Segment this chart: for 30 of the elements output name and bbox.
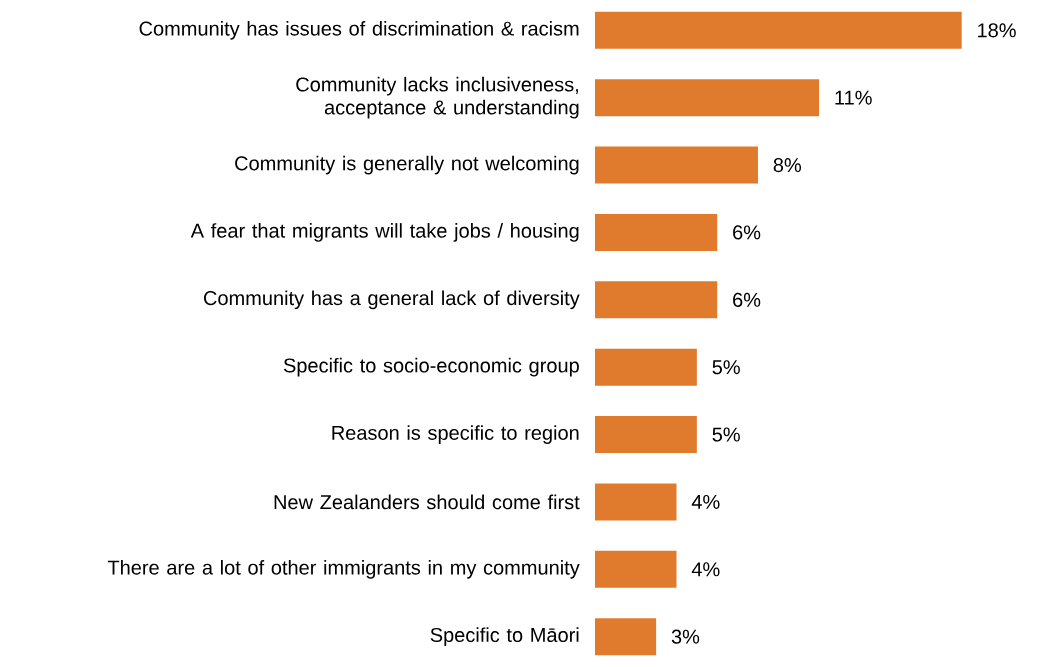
y-tick-label: Specific to socio-economic group [283,357,579,377]
data-label: 8% [773,157,802,173]
bar [595,550,677,588]
data-label: 6% [733,292,761,307]
data-label: 4% [691,562,720,577]
y-tick-label: Specific to Māori [430,627,579,647]
data-label: 5% [712,360,740,375]
bar [595,11,962,49]
data-label: 18% [978,23,1016,38]
data-label: 6% [733,225,761,240]
y-tick-label: Community has a general lack of diversity [204,290,580,310]
data-label: 5% [712,427,740,442]
bar [595,146,758,184]
data-label: 3% [671,629,700,644]
y-tick-label: Community is generally not welcoming [235,155,579,175]
bar [595,483,677,521]
y-tick-label: A fear that migrants will take jobs / housing [190,223,579,242]
data-label: 11% [835,90,872,105]
data-label: 4% [691,494,720,509]
bar [595,348,697,386]
bar [595,79,820,117]
y-tick-label: Community has issues of discrimination & racism [139,20,579,40]
y-tick-label: Reason is specific to region [332,425,579,444]
bar [595,281,718,319]
y-tick-label: There are a lot of other immigrants in my community [107,559,580,579]
y-tick-label: New Zealanders should come first [274,494,580,510]
y-tick-label: Community lacks inclusiveness, acceptance & understanding [296,76,579,119]
bar [595,213,718,251]
bar [595,416,697,454]
bar [595,618,657,656]
